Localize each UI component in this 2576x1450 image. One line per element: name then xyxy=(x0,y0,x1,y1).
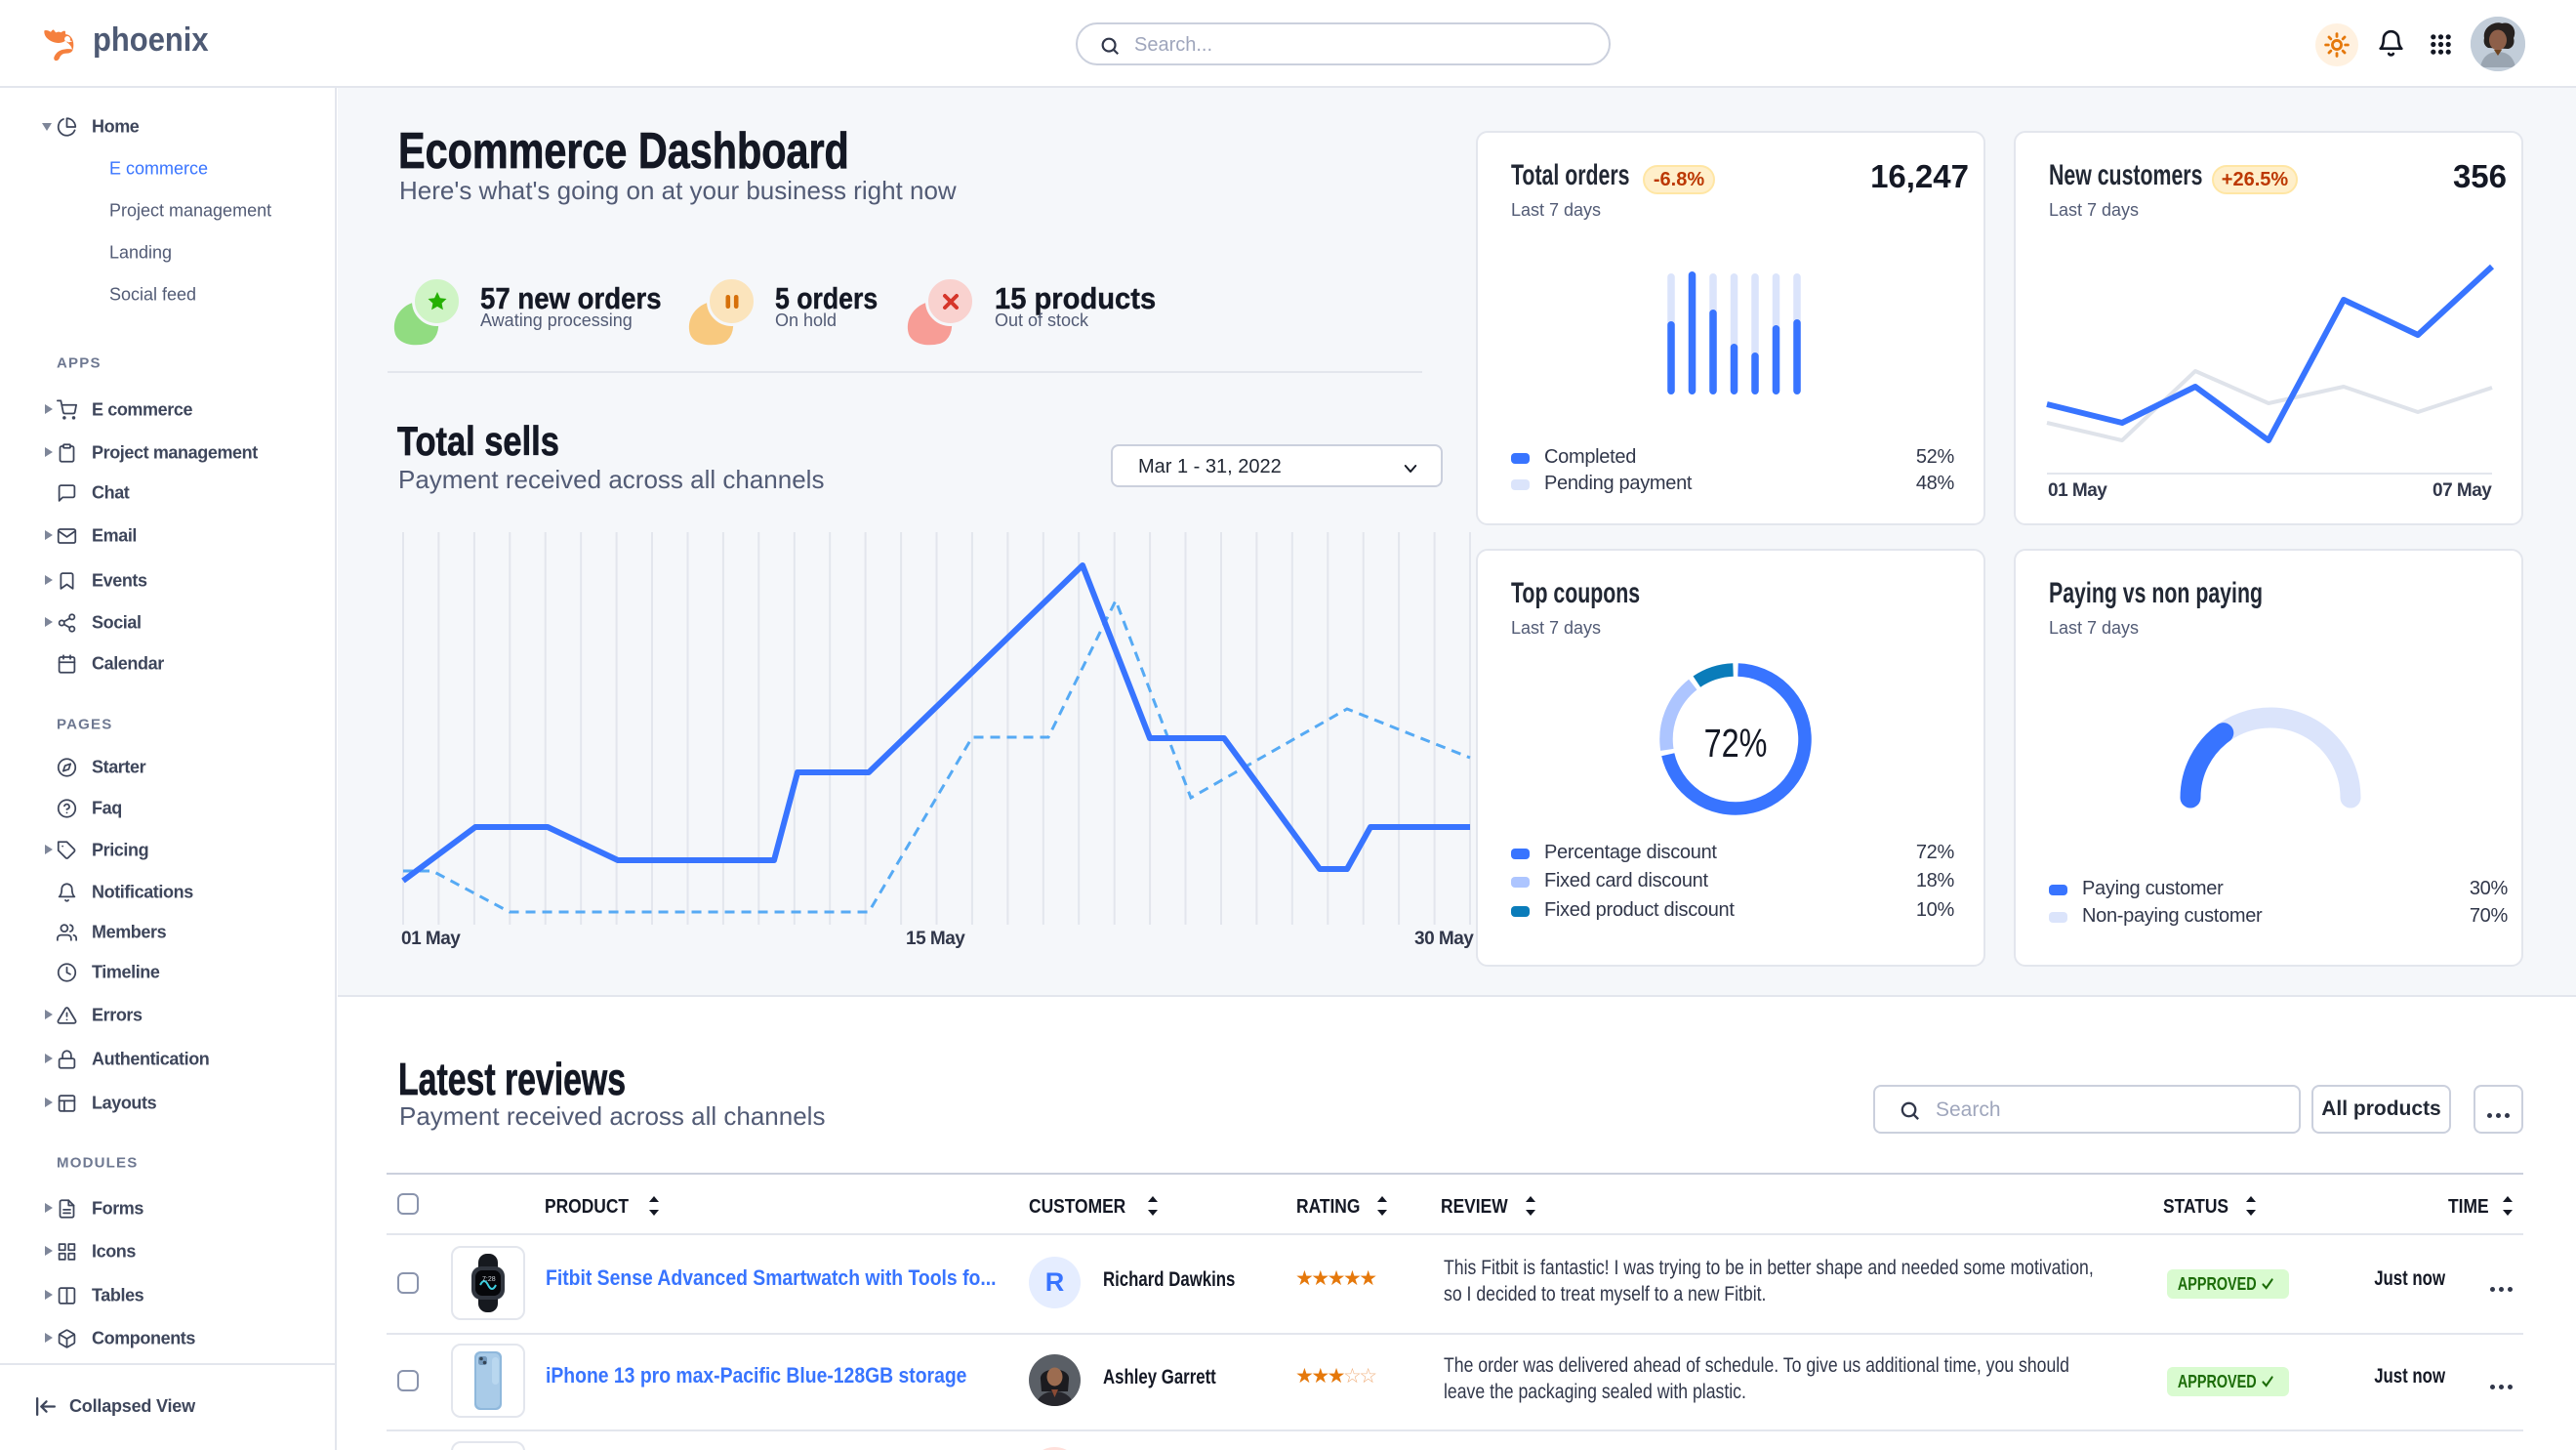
svg-text:7:28: 7:28 xyxy=(482,1276,496,1283)
